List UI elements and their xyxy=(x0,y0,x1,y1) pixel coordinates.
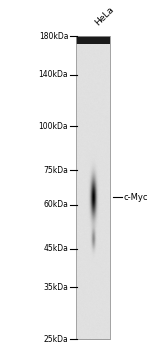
Bar xyxy=(76,36,110,44)
Text: 140kDa: 140kDa xyxy=(39,70,68,79)
Bar xyxy=(76,36,110,339)
Text: 45kDa: 45kDa xyxy=(43,244,68,253)
Text: HeLa: HeLa xyxy=(93,5,115,28)
Text: 100kDa: 100kDa xyxy=(39,122,68,131)
Text: 25kDa: 25kDa xyxy=(44,335,68,344)
Text: 35kDa: 35kDa xyxy=(43,283,68,292)
Bar xyxy=(76,36,110,44)
Text: 75kDa: 75kDa xyxy=(43,166,68,175)
Bar xyxy=(76,36,110,339)
Text: 180kDa: 180kDa xyxy=(39,32,68,41)
Text: c-Myc: c-Myc xyxy=(124,193,148,202)
Text: 60kDa: 60kDa xyxy=(43,200,68,209)
